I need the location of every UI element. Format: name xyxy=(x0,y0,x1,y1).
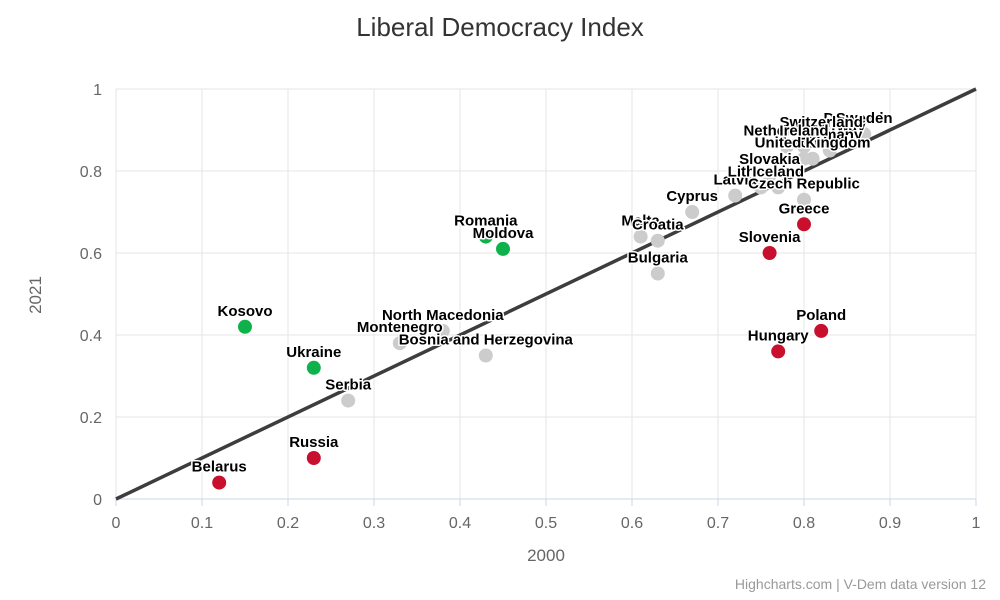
data-label-north-macedonia: North Macedonia xyxy=(382,307,504,324)
data-label-slovakia: Slovakia xyxy=(739,151,801,168)
data-label-germany: Germany xyxy=(797,127,863,144)
data-label-latvia: Latvia xyxy=(714,172,758,189)
data-label-bulgaria: Bulgaria xyxy=(628,250,689,267)
x-tick-label: 0.7 xyxy=(707,515,729,532)
data-point-russia[interactable] xyxy=(306,451,321,465)
y-tick-label: 0.4 xyxy=(80,328,102,345)
x-tick-label: 0 xyxy=(112,515,121,532)
data-label-belarus: Belarus xyxy=(192,459,247,476)
data-label-bosnia-and-herzegovina: Bosnia and Herzegovina xyxy=(399,332,574,349)
data-label-ireland: Ireland xyxy=(779,122,828,139)
y-tick-label: 0.2 xyxy=(80,410,102,427)
data-label-norway: Norway xyxy=(811,118,866,135)
data-label-denmark: Denmark xyxy=(823,110,888,127)
data-label-kosovo: Kosovo xyxy=(217,303,272,320)
y-tick-label: 0.6 xyxy=(80,246,102,263)
data-point-switzerland[interactable] xyxy=(814,131,829,146)
data-point-malta[interactable] xyxy=(633,229,648,244)
data-point-croatia[interactable] xyxy=(650,233,665,248)
x-tick-label: 1 xyxy=(972,515,981,532)
data-point-hungary[interactable] xyxy=(771,344,786,359)
data-point-cyprus[interactable] xyxy=(685,205,700,219)
data-point-germany[interactable] xyxy=(822,143,837,158)
data-point-greece[interactable] xyxy=(797,217,811,232)
data-label-croatia: Croatia xyxy=(632,217,684,234)
data-point-serbia[interactable] xyxy=(341,393,356,408)
data-label-united-kingdom: United Kingdom xyxy=(755,135,871,152)
data-label-sweden: Sweden xyxy=(836,110,893,127)
data-label-cyprus: Cyprus xyxy=(666,188,718,205)
x-axis-title: 2000 xyxy=(527,546,565,565)
data-point-moldova[interactable] xyxy=(496,241,510,256)
data-label-russia: Russia xyxy=(289,434,339,451)
data-label-moldova: Moldova xyxy=(473,225,534,242)
x-tick-label: 0.8 xyxy=(793,515,815,532)
data-label-lithuania: Lithuania xyxy=(728,163,795,180)
y-tick-label: 0 xyxy=(93,492,102,509)
data-label-poland: Poland xyxy=(796,307,846,324)
data-point-north-macedonia[interactable] xyxy=(435,323,450,338)
data-label-estonia: Estonia xyxy=(777,135,832,152)
data-label-czech-republic: Czech Republic xyxy=(748,176,860,193)
data-point-bosnia-and-herzegovina[interactable] xyxy=(478,348,493,363)
data-label-malta: Malta xyxy=(621,213,660,230)
data-label-slovenia: Slovenia xyxy=(739,229,801,246)
data-point-czech-republic[interactable] xyxy=(797,192,811,207)
data-label-greece: Greece xyxy=(779,200,830,217)
y-axis-title: 2021 xyxy=(26,276,45,314)
data-point-latvia[interactable] xyxy=(728,188,743,203)
data-label-hungary: Hungary xyxy=(748,327,810,344)
data-point-sweden[interactable] xyxy=(857,127,872,142)
data-point-iceland[interactable] xyxy=(771,180,786,195)
x-tick-label: 0.4 xyxy=(449,515,471,532)
data-label-romania: Romania xyxy=(454,213,518,230)
data-point-bulgaria[interactable] xyxy=(650,266,665,281)
data-point-ireland[interactable] xyxy=(797,139,811,154)
data-point-netherlands[interactable] xyxy=(779,139,794,154)
data-point-belarus[interactable] xyxy=(212,475,227,490)
x-tick-label: 0.3 xyxy=(363,515,385,532)
data-label-switzerland: Switzerland xyxy=(780,114,863,131)
chart-title: Liberal Democracy Index xyxy=(356,12,644,42)
data-point-ukraine[interactable] xyxy=(306,360,321,375)
data-label-iceland: Iceland xyxy=(752,163,804,180)
x-tick-label: 0.5 xyxy=(535,515,557,532)
diagonal-reference-line xyxy=(115,87,977,501)
y-tick-label: 0.8 xyxy=(80,164,102,181)
x-tick-label: 0.1 xyxy=(191,515,213,532)
data-point-montenegro[interactable] xyxy=(392,336,407,351)
highcharts-credit-link[interactable]: Highcharts.com | V-Dem data version 12 xyxy=(734,576,986,592)
data-label-serbia: Serbia xyxy=(325,377,372,394)
data-label-montenegro: Montenegro xyxy=(357,319,443,336)
data-point-slovakia[interactable] xyxy=(762,168,777,183)
x-tick-label: 0.2 xyxy=(277,515,299,532)
data-point-poland[interactable] xyxy=(814,323,829,338)
x-tick-label: 0.9 xyxy=(879,515,901,532)
data-point-kosovo[interactable] xyxy=(238,319,252,334)
y-tick-label: 1 xyxy=(93,82,102,99)
data-point-slovenia[interactable] xyxy=(762,246,777,260)
data-point-romania[interactable] xyxy=(478,229,493,244)
x-tick-label: 0.6 xyxy=(621,515,643,532)
data-point-united-kingdom[interactable] xyxy=(805,151,820,166)
data-label-netherlands: Netherlands xyxy=(743,122,830,139)
data-point-lithuania[interactable] xyxy=(754,180,768,195)
data-label-ukraine: Ukraine xyxy=(286,344,341,361)
